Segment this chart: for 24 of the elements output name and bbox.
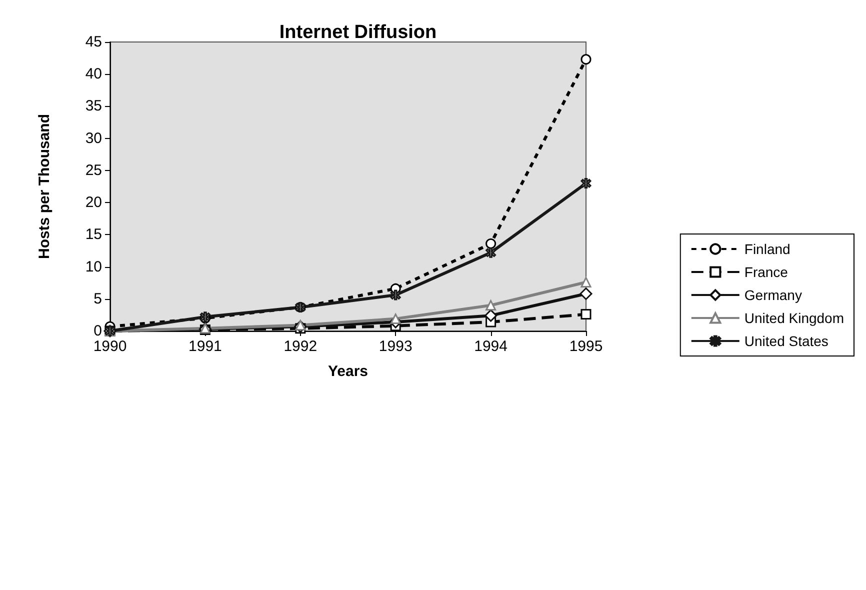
y-tick-label: 45 [85, 34, 102, 50]
chart-title: Internet Diffusion [279, 22, 437, 43]
x-axis-title: Years [328, 363, 368, 380]
y-tick-label: 5 [94, 290, 102, 308]
legend-label: United States [744, 333, 828, 349]
x-tick-label: 1990 [93, 338, 127, 355]
legend-label: Germany [744, 287, 802, 303]
y-tick-label: 25 [85, 162, 102, 179]
y-tick-label: 35 [85, 98, 102, 115]
y-tick-label: 20 [85, 194, 102, 212]
y-tick-label: 40 [85, 66, 102, 83]
y-tick-label: 30 [85, 130, 102, 147]
x-tick-label: 1994 [474, 338, 508, 355]
x-tick-label: 1993 [378, 338, 412, 355]
x-tick-label: 1991 [188, 338, 222, 355]
y-tick-label: 10 [85, 258, 102, 276]
x-tick-label: 1995 [569, 338, 603, 355]
legend-label: France [744, 264, 788, 280]
legend-label: Finland [744, 241, 790, 257]
y-axis-title: Hosts per Thousand [36, 114, 53, 260]
y-tick-label: 0 [94, 322, 102, 340]
x-tick-label: 1992 [284, 338, 318, 355]
legend-label: United Kingdom [744, 310, 844, 326]
y-tick-label: 15 [85, 226, 102, 244]
